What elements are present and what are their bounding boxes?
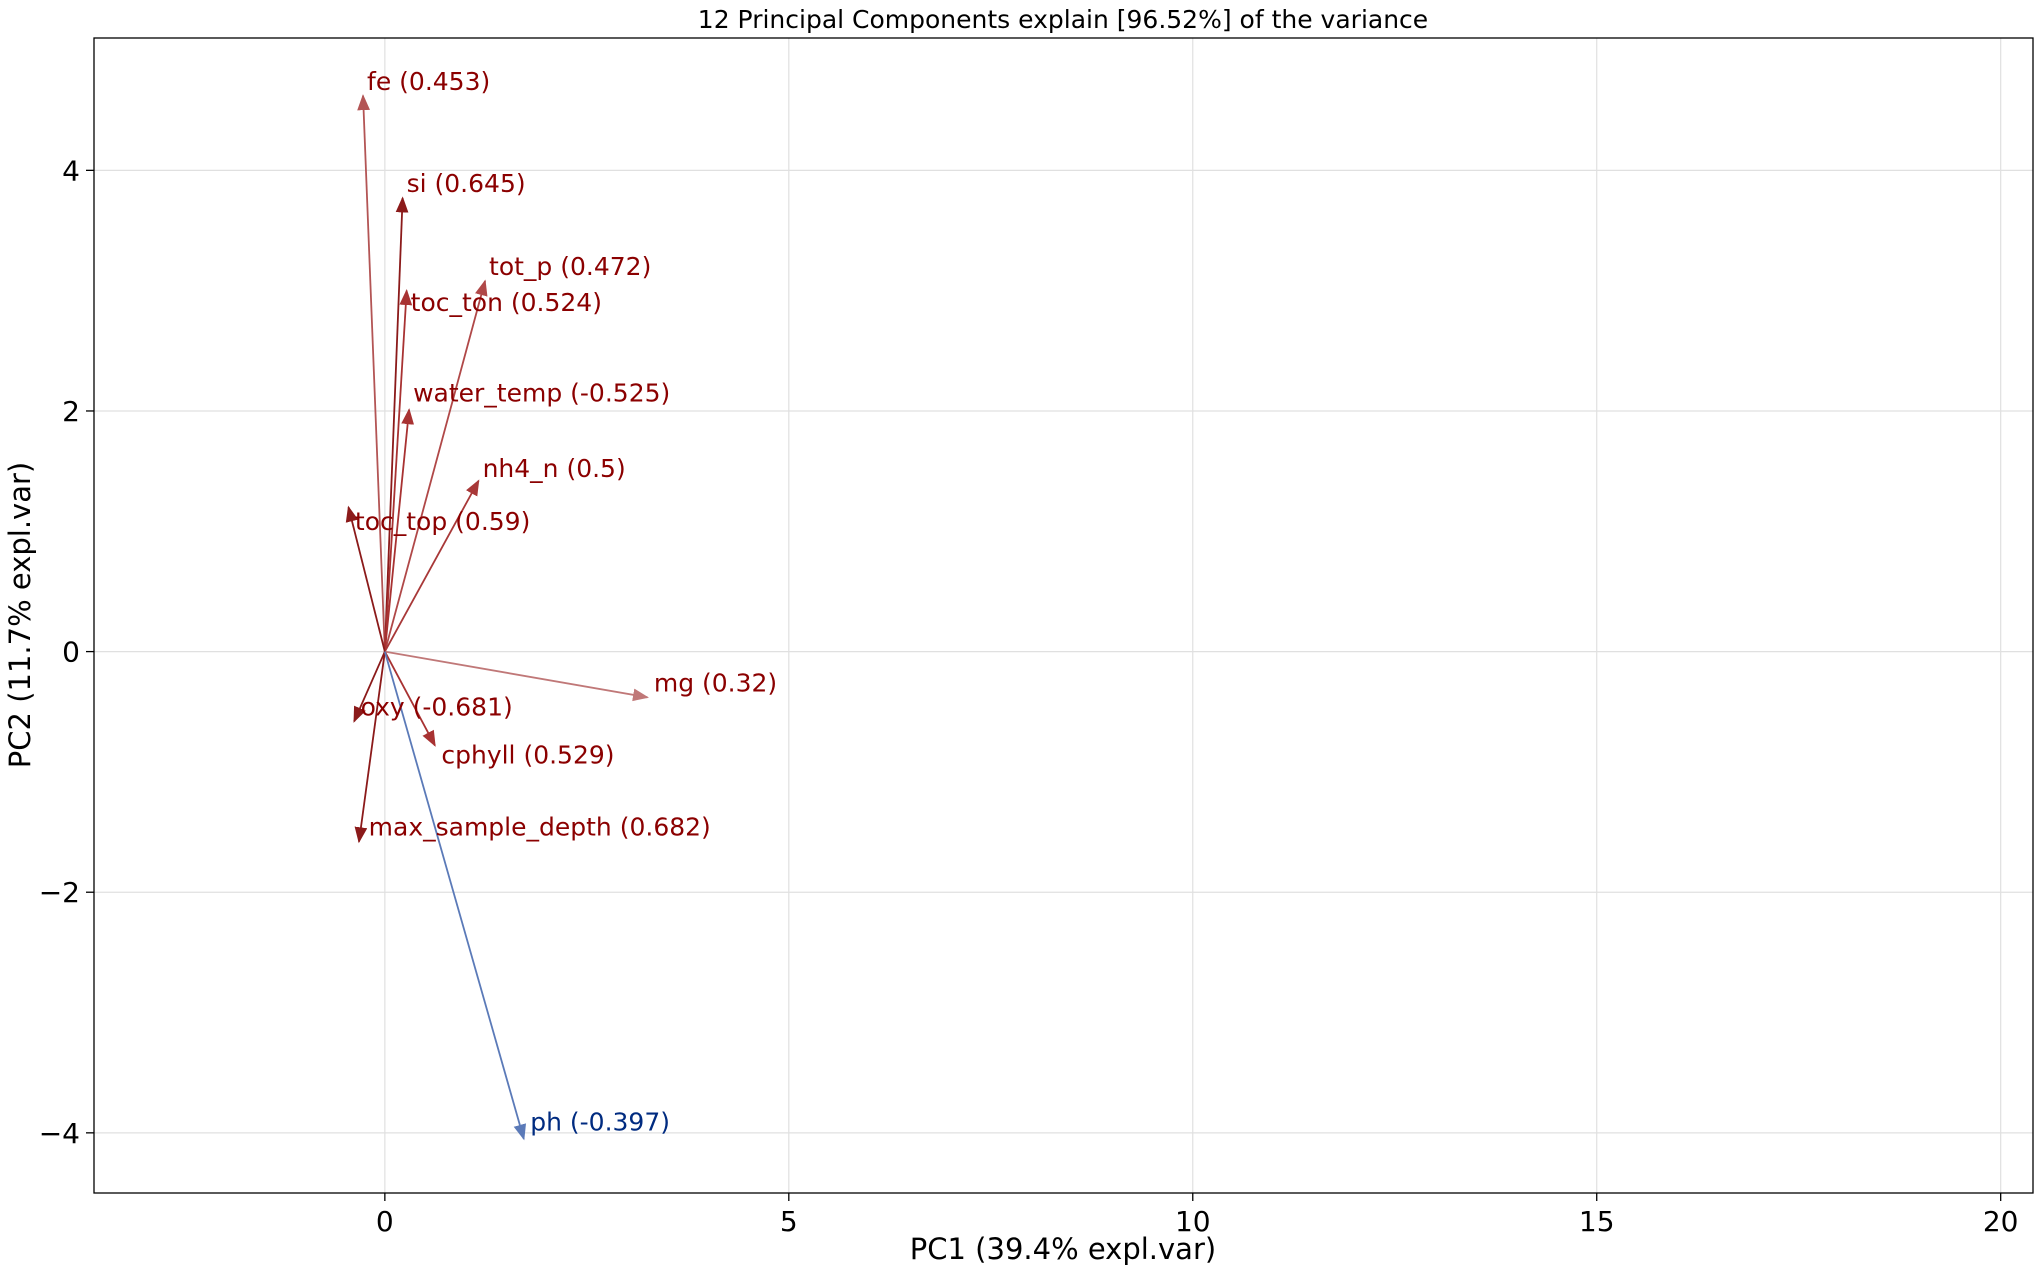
vector-label: oxy (-0.681) [361, 692, 513, 721]
loading-vector [384, 479, 480, 653]
x-tick-label: 0 [376, 1205, 394, 1238]
loading-vector [384, 650, 649, 702]
vector-label: toc_top (0.59) [355, 507, 530, 536]
x-axis-label: PC1 (39.4% expl.var) [910, 1232, 1216, 1266]
y-tick-label: 2 [62, 395, 80, 428]
y-tick-label: −2 [39, 876, 80, 909]
vector-label: fe (0.453) [367, 67, 490, 96]
vector-label: nh4_n (0.5) [483, 454, 626, 483]
vector-label: water_temp (-0.525) [413, 378, 670, 407]
y-axis-label: PC2 (11.7% expl.var) [3, 462, 37, 768]
y-tick-label: −4 [39, 1117, 80, 1150]
vector-label: tot_p (0.472) [489, 252, 651, 281]
vector-label: mg (0.32) [654, 668, 777, 697]
vector-label: cphyll (0.529) [441, 741, 614, 770]
y-tick-label: 0 [62, 636, 80, 669]
x-tick-label: 15 [1579, 1205, 1615, 1238]
loading-vector [383, 651, 527, 1141]
plot-frame [93, 37, 2034, 1194]
vector-label: toc_ton (0.524) [411, 288, 602, 317]
loading-vector [383, 289, 413, 652]
loading-vector [383, 408, 415, 652]
loading-vector [354, 651, 386, 844]
chart-title: 12 Principal Components explain [96.52%]… [698, 5, 1428, 34]
vector-label: si (0.645) [407, 169, 526, 198]
loading-vector [353, 651, 386, 723]
x-tick-label: 5 [780, 1205, 798, 1238]
loading-vector [383, 279, 488, 652]
loading-vectors [345, 94, 649, 1141]
vector-label: max_sample_depth (0.682) [369, 813, 711, 842]
loading-vector [345, 505, 386, 652]
loading-vector [384, 651, 436, 747]
vector-labels: fe (0.453) si (0.645) tot_p (0.472) toc_ton… [355, 67, 777, 1137]
loading-vector [357, 94, 386, 652]
x-axis-ticks: 0 5 10 15 20 [376, 1193, 2019, 1238]
vector-label: ph (-0.397) [530, 1107, 670, 1136]
x-tick-label: 10 [1175, 1205, 1211, 1238]
y-tick-label: 4 [62, 154, 80, 187]
loading-vector [383, 196, 409, 652]
x-tick-label: 20 [1983, 1205, 2019, 1238]
grid [94, 38, 2033, 1193]
y-axis-ticks: −4 −2 0 2 4 [39, 154, 94, 1150]
